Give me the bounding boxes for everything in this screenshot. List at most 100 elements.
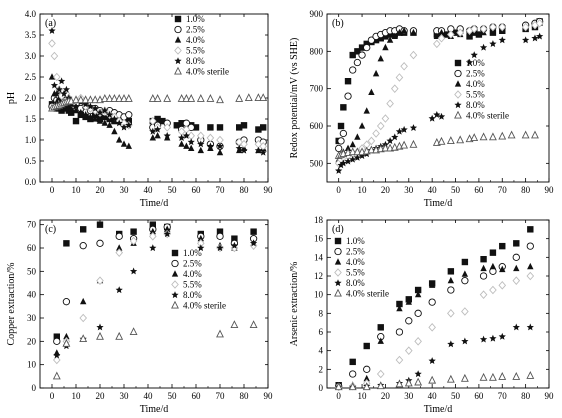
data-point [470,51,478,59]
x-axis-title: Time/d [424,404,453,415]
legend-marker [334,247,342,256]
data-point [465,58,474,66]
data-point [526,371,535,379]
legend-marker [334,288,342,297]
data-point [249,239,258,247]
data-point [428,281,436,288]
data-point [182,94,191,102]
data-point [344,78,352,85]
data-point [125,111,133,119]
data-point [405,317,413,325]
data-point [91,95,100,104]
x-tick-label: 70 [498,391,508,401]
data-point [498,36,506,44]
legend-marker [334,268,342,277]
data-point [231,235,238,242]
x-tick-label: 80 [240,185,250,195]
data-point [404,378,413,387]
data-point [129,267,138,275]
data-point [79,242,87,250]
data-point [437,136,446,145]
data-point [154,115,161,123]
data-point [498,371,507,380]
data-point [197,140,205,148]
data-point [466,32,473,39]
data-point [178,120,185,127]
data-point [513,264,520,272]
data-point [409,139,418,148]
data-point [129,236,138,246]
data-point [363,365,371,373]
data-point [512,323,520,331]
data-point [148,94,157,102]
data-point [178,140,185,147]
data-point [115,232,123,240]
data-point [149,221,156,228]
data-point [154,132,161,139]
legend-marker [454,59,462,67]
data-point [512,371,521,380]
data-point [216,95,224,104]
data-point [414,286,422,294]
plot-frame [326,219,550,389]
data-point [386,99,394,108]
y-tick-label: 0 [32,383,37,393]
plot-frame [39,219,269,389]
x-tick-label: 10 [72,391,82,401]
data-point [53,337,61,345]
data-point [72,117,80,125]
data-point [349,370,357,378]
data-point [76,95,85,104]
x-tick-label: 80 [521,391,531,401]
data-point [50,51,59,61]
data-point [400,27,408,34]
legend-label: 1.0% [183,248,202,258]
data-point [498,131,507,140]
data-point [206,142,215,150]
data-point [456,135,465,144]
y-tick-label: 40 [27,290,37,300]
legend-marker [454,90,462,99]
data-point [91,104,99,112]
data-point [216,142,224,150]
data-point [105,94,114,102]
y-tick-label: 0.0 [25,177,37,187]
data-point [216,228,224,235]
data-point [363,43,371,52]
data-point [390,84,399,93]
legend-marker [171,291,179,299]
data-point [414,370,422,378]
data-point [489,40,497,47]
data-point [80,226,87,233]
data-point [197,146,204,154]
data-point [339,159,347,167]
legend-marker [334,237,342,245]
data-point [163,94,172,102]
data-point [187,138,195,146]
x-tick-label: 0 [50,185,55,195]
data-point [396,300,403,308]
data-point [479,372,488,381]
data-point [480,256,487,263]
y-tick-label: 60 [27,243,37,253]
panel-label: (c) [45,224,56,235]
x-tick-label: 40 [428,185,438,195]
data-point [475,31,483,38]
data-point [60,90,68,97]
data-point [400,140,409,149]
series-1-0 [335,226,534,389]
x-tick-label: 50 [168,185,178,195]
legend-label: 2.5% [183,259,202,269]
data-point [349,66,357,74]
data-point [96,276,104,285]
series-4-0 [48,73,267,156]
data-point [63,332,70,340]
x-tick-label: 80 [521,185,531,195]
data-point [446,136,455,144]
data-point [470,24,479,34]
data-point [376,121,385,131]
legend-label: 2.5% [466,69,485,79]
y-tick-label: 50 [27,266,37,276]
data-point [414,377,423,386]
data-point [391,133,399,141]
